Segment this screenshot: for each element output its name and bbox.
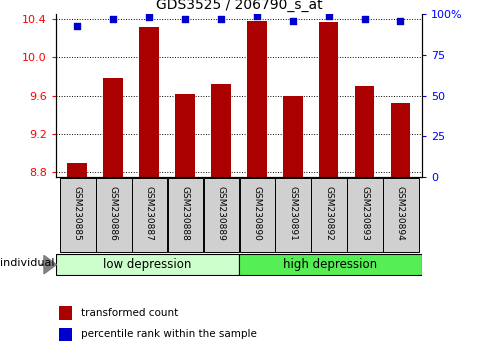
Text: GSM230886: GSM230886 (108, 186, 118, 241)
Text: transformed count: transformed count (81, 308, 178, 318)
Bar (318, 22, 338, 177)
Point (288, 18, 296, 23)
Bar (175, 94, 195, 177)
Bar (167, 178, 203, 252)
Bar (132, 178, 167, 252)
Text: GSM230891: GSM230891 (287, 186, 297, 241)
Point (360, 16, 368, 22)
Bar (203, 178, 239, 252)
Text: GSM230889: GSM230889 (216, 186, 225, 241)
Bar (347, 178, 382, 252)
Bar (239, 178, 274, 252)
Bar (390, 103, 409, 177)
Text: GSM230892: GSM230892 (323, 186, 333, 241)
Bar (382, 178, 418, 252)
Text: GSM230890: GSM230890 (252, 186, 261, 241)
Bar (103, 78, 123, 177)
Text: high depression: high depression (283, 258, 377, 271)
Bar (60, 178, 95, 252)
Point (73, 23, 81, 28)
Bar (96, 178, 131, 252)
Bar (354, 86, 374, 177)
Bar (246, 21, 266, 177)
Bar (60, 307, 72, 320)
Point (109, 16, 117, 22)
Text: GSM230887: GSM230887 (144, 186, 153, 241)
Polygon shape (44, 256, 56, 274)
Bar (311, 178, 346, 252)
Bar (239, 254, 421, 275)
Text: percentile rank within the sample: percentile rank within the sample (81, 330, 257, 339)
Bar (60, 327, 72, 341)
Point (324, 13, 332, 19)
Bar (56, 254, 238, 275)
Bar (275, 178, 310, 252)
Bar (67, 162, 87, 177)
Text: GSM230885: GSM230885 (73, 186, 82, 241)
Text: individual: individual (0, 258, 54, 268)
Bar (139, 27, 159, 177)
Point (145, 15, 152, 20)
Text: GSM230893: GSM230893 (359, 186, 368, 241)
Point (253, 13, 260, 19)
Text: low depression: low depression (103, 258, 191, 271)
Point (216, 16, 224, 22)
Text: GSM230894: GSM230894 (395, 186, 404, 241)
Point (181, 16, 188, 22)
Point (396, 18, 404, 23)
Bar (211, 84, 230, 177)
Bar (282, 96, 302, 177)
Text: GSM230888: GSM230888 (180, 186, 189, 241)
Title: GDS3525 / 206790_s_at: GDS3525 / 206790_s_at (155, 0, 321, 12)
